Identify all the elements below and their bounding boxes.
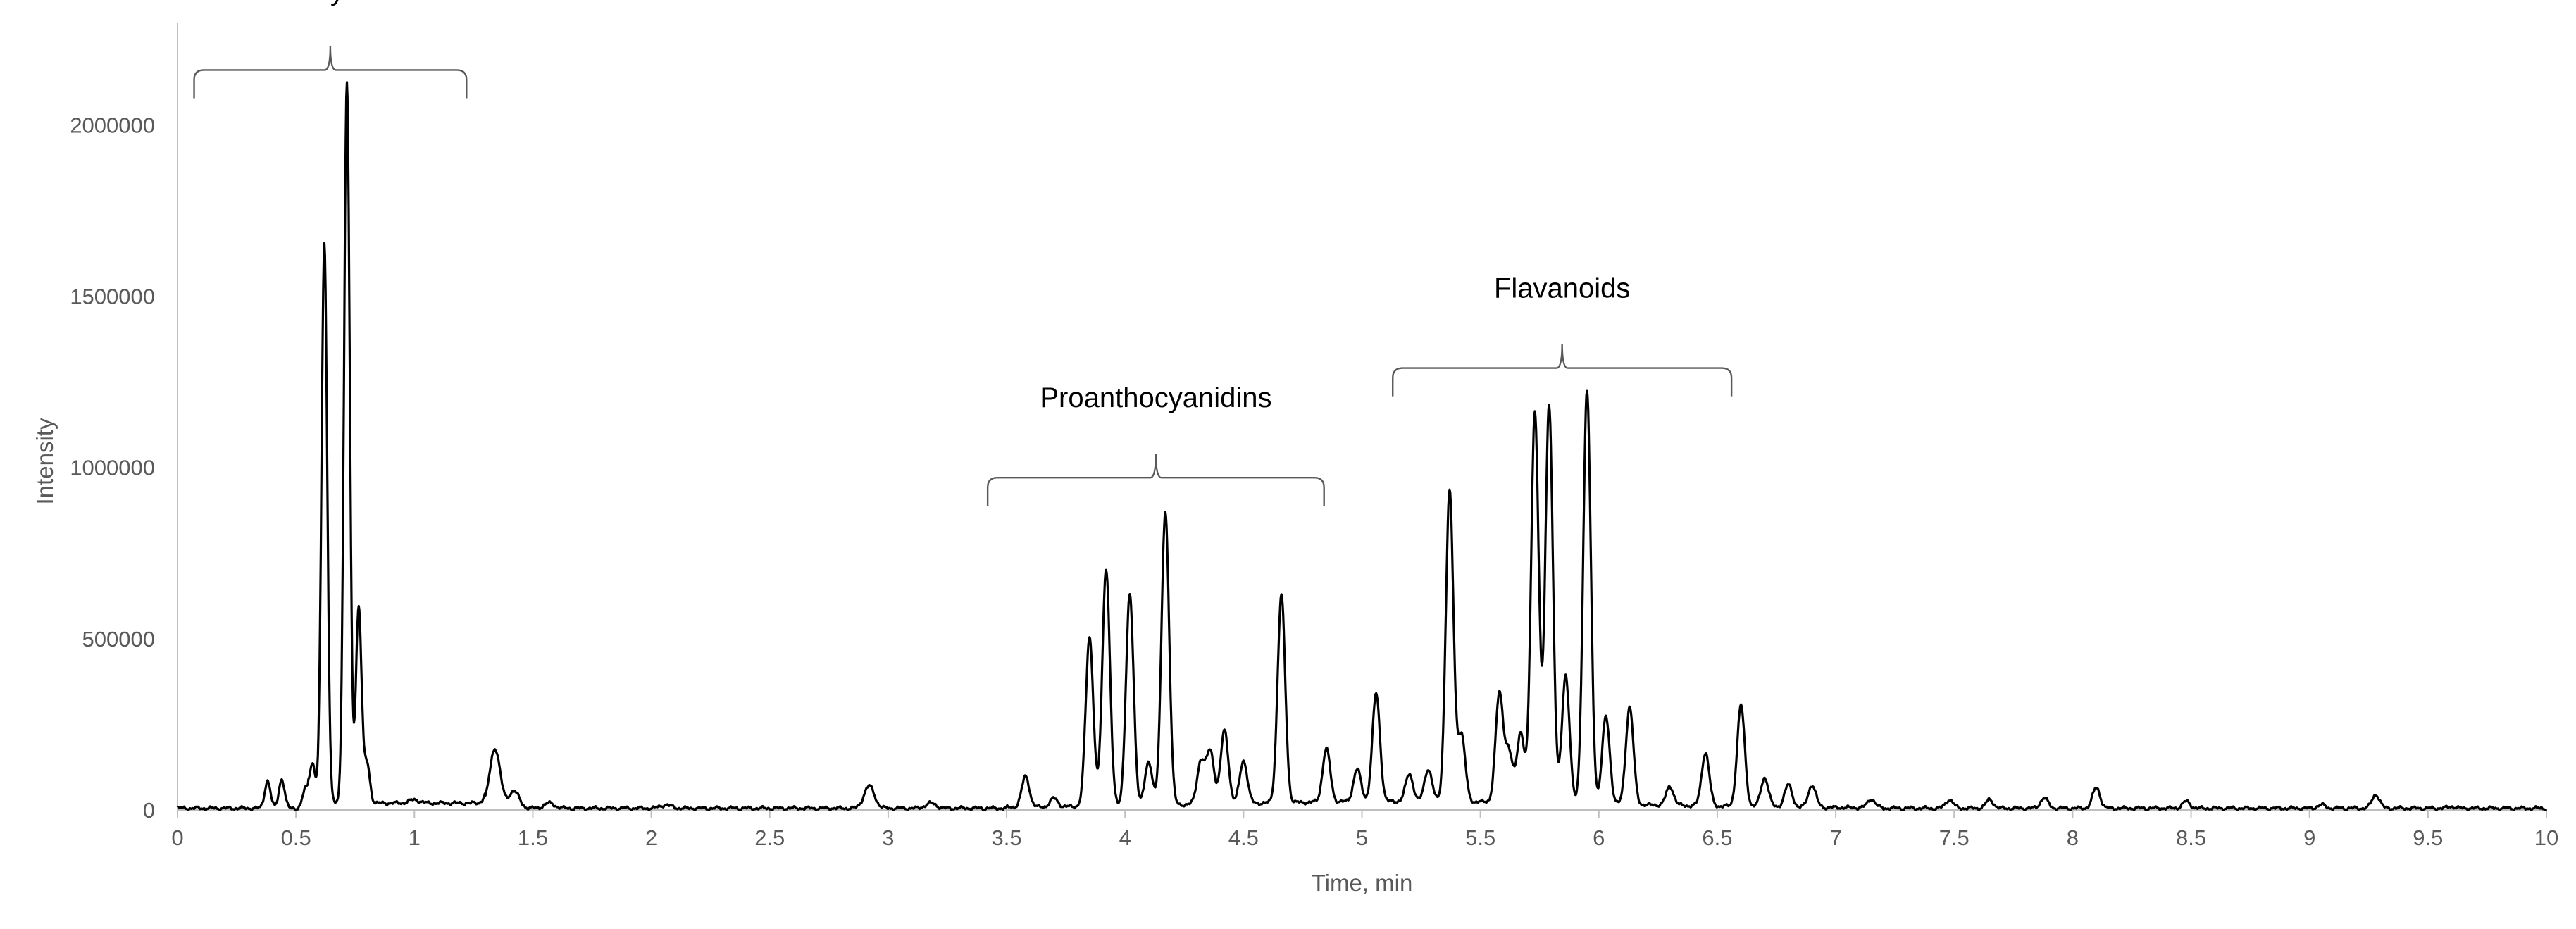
annotation-label: Proanthocyanidins: [1040, 382, 1271, 413]
series-group: [176, 81, 2548, 811]
x-tick-label: 6: [1593, 825, 1605, 850]
x-axis-title: Time, min: [1312, 870, 1413, 896]
x-tick-label: 2: [645, 825, 657, 850]
peak-point: [1507, 757, 1510, 760]
x-tick-label: 1.5: [518, 825, 548, 850]
x-tick-labels: 0 0.5 1 1.5 2 2.5 3 3.5 4 4.5 5 5.5 6 6.5 7 7.5 8 8.5 9 9.5…: [171, 825, 2558, 850]
x-tick-label: 1: [409, 825, 421, 850]
x-tick-label: 0: [171, 825, 183, 850]
annotations-group: Carbohydrates Proanthocyanidins Flavanoids: [193, 0, 1733, 506]
y-axis-title: Intensity: [32, 418, 58, 504]
annotation-bracket: [1392, 344, 1733, 397]
x-tick-label: 5.5: [1465, 825, 1495, 850]
x-tick-label: 4: [1119, 825, 1131, 850]
y-tick-label: 0: [143, 798, 155, 823]
x-tick-label: 7: [1829, 825, 1841, 850]
chromatogram-trace: [176, 81, 2548, 811]
axes-group: [177, 23, 2547, 818]
annotation-bracket: [986, 454, 1325, 506]
x-tick-label: 0.5: [281, 825, 311, 850]
y-tick-labels: 0 500000 1000000 1500000 2000000: [70, 113, 155, 823]
x-tick-label: 5: [1356, 825, 1368, 850]
peak-point: [413, 804, 416, 806]
x-tick-label: 10: [2534, 825, 2558, 850]
x-tick-label: 3.5: [991, 825, 1021, 850]
x-tick-label: 8: [2067, 825, 2079, 850]
y-tick-label: 2000000: [70, 113, 155, 137]
annotation-bracket: [193, 46, 468, 99]
x-tick-label: 7.5: [1939, 825, 1970, 850]
x-tick-label: 3: [882, 825, 894, 850]
x-tick-label: 9: [2303, 825, 2315, 850]
x-tick-label: 2.5: [754, 825, 785, 850]
x-tick-label: 6.5: [1702, 825, 1732, 850]
peak-point: [1356, 774, 1359, 777]
peak-point: [1408, 780, 1411, 783]
y-tick-label: 1500000: [70, 284, 155, 308]
annotation-label: Flavanoids: [1494, 273, 1630, 304]
x-tick-label: 9.5: [2413, 825, 2443, 850]
x-tick-label: 4.5: [1228, 825, 1259, 850]
annotation-label: Carbohydrates: [238, 0, 423, 6]
x-tick-label: 8.5: [2176, 825, 2206, 850]
y-tick-label: 1000000: [70, 456, 155, 480]
y-tick-label: 500000: [82, 627, 155, 651]
